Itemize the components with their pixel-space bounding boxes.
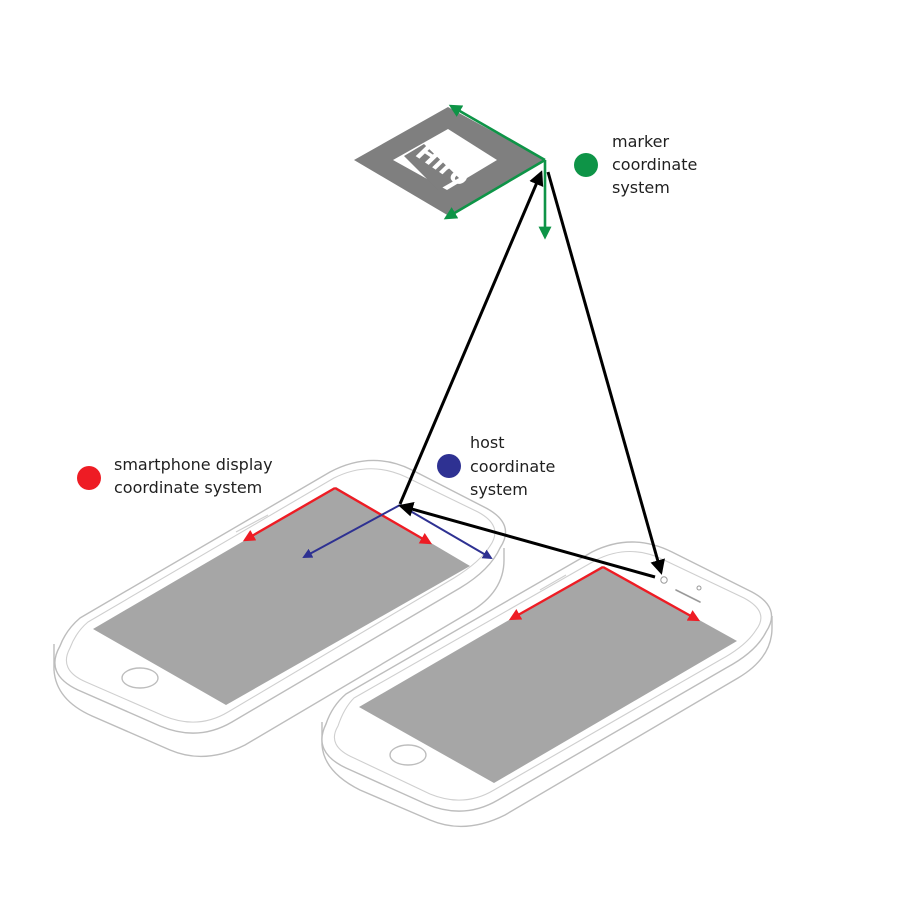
legend-host-line-3: system bbox=[470, 480, 528, 499]
legend-display-dot bbox=[77, 466, 101, 490]
legend-marker-dot bbox=[574, 153, 598, 177]
legend-marker-line-3: system bbox=[612, 178, 670, 197]
phone-left-screen bbox=[93, 487, 470, 705]
phone-left-home-button bbox=[121, 667, 159, 689]
legend-host-line-2: coordinate bbox=[470, 457, 555, 476]
phone-right-sensor bbox=[696, 585, 702, 591]
legend-host: host coordinate system bbox=[437, 433, 555, 499]
transform-arrows bbox=[398, 170, 665, 579]
host-axis-2 bbox=[399, 504, 493, 560]
phone-left-inner-bezel bbox=[65, 468, 496, 723]
arrow-host-to-marker bbox=[398, 170, 544, 505]
legend-display: smartphone display coordinate system bbox=[77, 455, 273, 497]
marker-text-bar bbox=[404, 144, 459, 190]
marker-axis-2 bbox=[443, 158, 546, 220]
arrow-marker-to-display bbox=[546, 171, 665, 575]
phone-right-home-button bbox=[389, 744, 427, 766]
legend-marker: marker coordinate system bbox=[574, 132, 697, 197]
legend-display-line-2: coordinate system bbox=[114, 478, 262, 497]
phone-left-speaker bbox=[235, 514, 269, 533]
display-axis-right-2 bbox=[602, 565, 701, 622]
marker-axis-1 bbox=[448, 104, 546, 162]
ar-marker-icon: Hiro bbox=[354, 107, 545, 216]
marker-inner-square bbox=[393, 129, 497, 190]
smartphone-right-icon bbox=[321, 541, 773, 828]
display-axis-left-1 bbox=[242, 486, 336, 542]
smartphone-left-icon bbox=[53, 459, 507, 758]
marker-axes bbox=[443, 104, 552, 240]
legend-display-line-1: smartphone display bbox=[114, 455, 273, 474]
legend-marker-line-2: coordinate bbox=[612, 155, 697, 174]
legend-host-dot bbox=[437, 454, 461, 478]
legend-host-line-1: host bbox=[470, 433, 505, 452]
host-axis-1 bbox=[302, 504, 401, 558]
phone-right-camera bbox=[660, 576, 668, 584]
phone-right-button bbox=[539, 574, 567, 591]
phone-left-side bbox=[53, 548, 505, 758]
arrow-display-to-host bbox=[398, 502, 656, 579]
phone-right-screen bbox=[359, 566, 737, 783]
display-axes-right bbox=[508, 565, 701, 622]
phone-right-speaker bbox=[675, 589, 701, 603]
host-axes bbox=[302, 504, 493, 560]
phone-right-side bbox=[321, 616, 773, 828]
legend-marker-line-1: marker bbox=[612, 132, 670, 151]
display-axis-right-1 bbox=[508, 565, 604, 621]
